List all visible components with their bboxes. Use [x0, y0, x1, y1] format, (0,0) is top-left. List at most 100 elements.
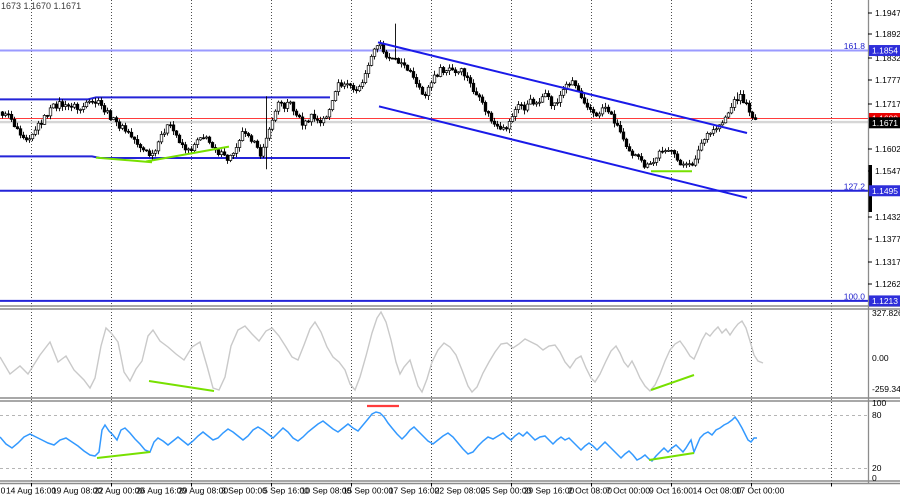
candle-bear — [468, 77, 473, 84]
candle-bear — [246, 133, 251, 137]
candle-bear — [450, 67, 455, 71]
oscillator1-line — [0, 310, 764, 394]
candle-bull — [654, 157, 659, 163]
candle-bear — [546, 93, 551, 98]
price-tick-label: 1.1717 — [875, 99, 900, 109]
candle-bull — [336, 82, 341, 92]
candle-bear — [258, 147, 263, 157]
candle-bear — [747, 102, 752, 113]
candle-bear — [471, 82, 476, 93]
indicator-pane-2[interactable] — [0, 404, 868, 469]
candle-bear — [606, 106, 611, 113]
candle-bull — [333, 91, 338, 101]
candle-bull — [444, 70, 449, 73]
candle-bear — [579, 90, 584, 99]
candle-bear — [147, 150, 152, 156]
candle-bear — [405, 64, 410, 71]
candle-bull — [696, 149, 701, 160]
candle-bear — [660, 150, 665, 153]
green-signal-line — [648, 452, 695, 461]
candle-bull — [726, 112, 731, 118]
oscillator2-line — [0, 411, 757, 463]
indicator-pane-1[interactable] — [0, 310, 764, 394]
candle-bear — [207, 136, 212, 143]
candle-bull — [507, 121, 512, 130]
price-tick-label: 1.1777 — [875, 75, 900, 85]
candle-bear — [495, 123, 500, 127]
candle-bull — [399, 62, 404, 65]
candle-bear — [420, 86, 425, 95]
candle-bull — [273, 110, 278, 121]
candle-bear — [642, 159, 647, 168]
candle-bear — [339, 82, 344, 87]
candle-bull — [501, 127, 506, 130]
candle-bear — [60, 101, 65, 107]
price-tick-label: 1.1432 — [875, 212, 900, 222]
time-tick-label: 14 Aug 16:00 — [6, 486, 56, 496]
candle-bull — [456, 71, 461, 74]
candle-bull — [663, 150, 668, 152]
price-tick-label: 1.1947 — [875, 8, 900, 18]
price-tick-label: 1.1602 — [875, 144, 900, 154]
candle-bear — [126, 130, 131, 133]
candle-bear — [282, 102, 287, 109]
candle-bull — [528, 98, 533, 105]
candle-bull — [561, 89, 566, 96]
candle-bear — [486, 111, 491, 114]
time-tick-label: 22 Aug 00:00 — [94, 486, 144, 496]
oscillator1-scale-label: 327.826 — [872, 308, 900, 318]
time-tick-label: 29 Sep 16:00 — [524, 486, 575, 496]
price-tick-label: 1.1317 — [875, 257, 900, 267]
candle-bull — [711, 129, 716, 134]
candle-bear — [144, 149, 149, 152]
green-signal-line — [148, 380, 215, 392]
candle-bear — [402, 62, 407, 66]
time-tick-label: 19 Aug 08:00 — [52, 486, 102, 496]
time-tick-label: 9 Oct 16:00 — [649, 486, 693, 496]
candle-bear — [621, 131, 626, 140]
candle-bull — [27, 138, 32, 141]
candle-bear — [744, 102, 749, 105]
candle-bear — [435, 74, 440, 77]
candle-bull — [261, 146, 266, 157]
candle-bear — [585, 102, 590, 108]
candle-bull — [729, 107, 734, 114]
candle-bull — [633, 154, 638, 157]
candle-bear — [279, 101, 284, 104]
candle-bear — [90, 100, 95, 103]
candle-bear — [138, 144, 143, 149]
candle-bull — [105, 110, 110, 113]
candle-bear — [135, 139, 140, 145]
candle-bear — [408, 69, 413, 72]
time-tick-label: 15 Sep 00:00 — [343, 486, 394, 496]
time-tick-label: 26 Aug 16:00 — [136, 486, 186, 496]
candle-bear — [216, 149, 221, 155]
price-tick-label: 1.1892 — [875, 29, 900, 39]
candle-bull — [84, 101, 89, 107]
candle-bull — [537, 101, 542, 104]
oscillator2-scale-label: 100 — [872, 398, 886, 408]
candle-bear — [624, 138, 629, 147]
candle-bear — [636, 154, 641, 157]
candle-bear — [576, 85, 581, 92]
price-highlight-label: 1.1671 — [872, 118, 898, 128]
candle-bear — [54, 103, 59, 109]
candle-bull — [438, 67, 443, 77]
candle-bull — [447, 67, 452, 72]
price-axis[interactable]: 1.1947 1.1892 1.1832 1.1777 1.1717 1.1602 1.15… — [844, 0, 900, 483]
candle-bull — [426, 86, 431, 97]
candle-bear — [735, 99, 740, 102]
candle-bear — [465, 75, 470, 78]
candle-bull — [198, 137, 203, 141]
candle-bull — [429, 82, 434, 88]
candle-bull — [234, 147, 239, 154]
candle-bear — [381, 43, 386, 53]
candle-bear — [117, 121, 122, 129]
candle-bull — [159, 134, 164, 143]
candle-bull — [657, 150, 662, 159]
candle-bear — [630, 150, 635, 156]
candle-bull — [111, 117, 116, 120]
